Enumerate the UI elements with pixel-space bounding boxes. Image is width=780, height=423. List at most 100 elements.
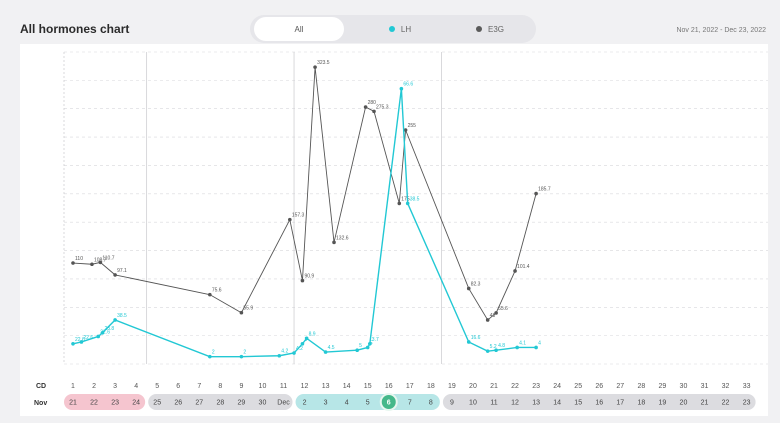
cd-tick-label: 28 [637,383,645,390]
date-tick-label[interactable]: 16 [595,400,603,407]
tab-all-label: All [294,24,304,34]
cd-tick-label: 33 [743,383,751,390]
e3g-data-point [403,128,408,132]
lh-data-point [277,353,282,358]
tab-all[interactable]: All [254,17,344,41]
lh-data-label: 4.8 [498,343,505,349]
cd-tick-label: 26 [595,383,603,390]
lh-data-label: 22.6 [75,337,85,343]
cd-tick-label: 15 [364,383,372,390]
date-tick-label[interactable]: 27 [195,400,203,407]
date-tick-label[interactable]: 13 [532,400,540,407]
date-tick-label[interactable]: 19 [659,400,667,407]
e3g-data-label: 55.9 [243,306,253,312]
cd-tick-label: 9 [239,383,243,390]
lh-data-point [355,348,359,353]
date-tick-label[interactable]: 18 [637,400,645,407]
e3g-data-label: 185.7 [538,187,551,193]
date-tick-label[interactable]: 10 [469,400,477,407]
date-tick-label[interactable]: 21 [69,400,77,407]
hormone-filter-tabs: All LH E3G [250,15,536,43]
date-tick-label[interactable]: 6 [387,400,391,407]
date-tick-label[interactable]: 14 [553,400,561,407]
date-tick-label[interactable]: 26 [174,400,182,407]
lh-data-point [208,354,212,359]
lh-data-label: 38.5 [410,196,420,202]
lh-data-point [113,318,117,322]
date-tick-label[interactable]: 3 [324,400,328,407]
lh-data-point [100,331,105,335]
date-tick-label[interactable]: 9 [450,400,454,407]
lh-dot-icon [388,26,395,32]
date-tick-label[interactable]: 25 [153,400,161,407]
lh-data-label: 5.2 [490,344,497,350]
date-group-teal [295,394,440,410]
lh-data-point [405,201,410,206]
e3g-data-point [313,65,317,69]
lh-data-label: 38.5 [117,313,127,319]
lh-data-point [304,336,309,341]
cd-tick-label: 11 [280,383,287,390]
lh-data-point [534,345,538,350]
cd-tick-label: 8 [218,383,222,390]
lh-data-point [399,86,404,91]
e3g-dot-icon [475,26,482,32]
cd-tick-label: 3 [113,383,117,390]
selected-day-marker[interactable] [379,393,398,411]
date-tick-label[interactable]: 8 [429,400,433,407]
date-tick-label[interactable]: 23 [743,400,751,407]
e3g-data-label: 90.9 [304,274,314,280]
cd-tick-label: 6 [176,383,180,390]
e3g-data-point [397,201,402,206]
e3g-data-label: 275.3 [376,104,389,110]
lh-data-label: 4.5 [328,345,335,351]
lh-data-point [368,342,372,346]
date-tick-label[interactable]: 11 [490,400,497,407]
date-tick-label[interactable]: 29 [238,400,246,407]
lh-data-point [466,340,471,344]
e3g-data-label: 97.1 [117,268,127,274]
date-tick-label[interactable]: 7 [408,400,412,407]
date-tick-label[interactable]: 4 [345,400,349,407]
date-tick-label[interactable]: 12 [511,400,519,407]
date-tick-label[interactable]: 22 [722,400,730,407]
date-tick-label[interactable]: 5 [366,400,370,407]
date-group-grey [148,394,293,410]
tab-lh[interactable]: LH [370,17,430,41]
e3g-data-label: 82.3 [471,281,481,287]
cd-tick-label: 4 [134,383,138,390]
date-tick-label[interactable]: 15 [574,400,582,407]
month-row-label: Nov [34,400,47,407]
lh-data-label: 2 [243,350,246,356]
cd-tick-label: 13 [322,383,330,390]
e3g-data-label: 55.6 [498,306,508,312]
lh-data-label: 16.6 [471,335,481,341]
e3g-data-label: 75.6 [212,288,222,294]
date-tick-label[interactable]: 20 [680,400,688,407]
cd-tick-label: 5 [155,383,159,390]
date-tick-label[interactable]: 17 [616,400,624,407]
chart-panel: 110 108.7 110.7 97.1 75.6 55.9 157.3 90.9 323.5 1… [20,44,768,416]
e3g-data-label: 255 [408,123,417,129]
lh-data-label: 4.1 [519,340,526,346]
cd-tick-label: 10 [259,383,267,390]
date-tick-label[interactable]: 30 [259,400,267,407]
tab-e3g[interactable]: E3G [460,17,520,41]
date-tick-label[interactable]: 2 [303,400,307,407]
e3g-data-label: 323.5 [317,60,330,66]
cd-tick-label: 1 [71,383,75,390]
cd-tick-label: 31 [701,383,709,390]
e3g-data-point [288,217,292,222]
e3g-data-point [485,318,490,322]
e3g-data-point [513,269,517,273]
date-tick-label[interactable]: Dec [277,400,290,407]
cd-tick-label: 18 [427,383,435,390]
date-tick-label[interactable]: 24 [132,400,140,407]
cd-tick-label: 25 [574,383,582,390]
date-tick-label[interactable]: 22 [90,400,98,407]
cd-tick-label: 19 [448,383,456,390]
lh-data-label: 4.2 [281,349,288,355]
date-tick-label[interactable]: 21 [701,400,709,407]
date-tick-label[interactable]: 28 [216,400,224,407]
date-tick-label[interactable]: 23 [111,400,119,407]
